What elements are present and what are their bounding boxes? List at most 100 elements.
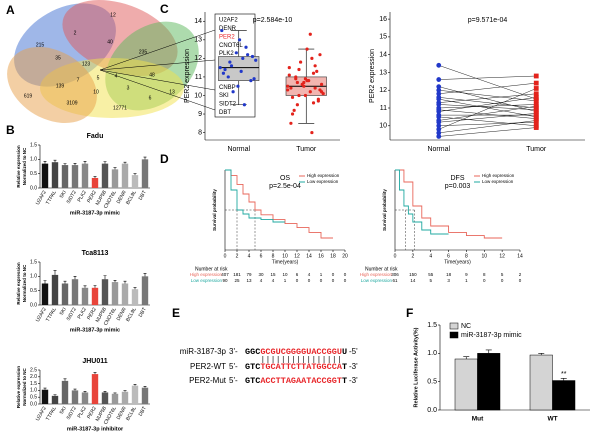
x-tick-label: 2 [411,253,414,259]
legend-label: High expression [307,173,340,178]
error-bar [133,383,137,386]
point [436,77,442,82]
risk-count: 1 [320,272,323,277]
bar [477,353,501,411]
gene-name: SIDT2 [219,102,237,108]
p-value: p=0.003 [445,183,471,190]
point [226,75,230,79]
point [308,90,312,94]
venn-count: 10 [93,89,99,95]
y-axis-label: Relative expression [16,262,21,305]
point [231,90,235,94]
y-tick-label: 1.0 [30,388,37,394]
point [311,101,316,105]
error-bar [53,159,57,163]
gene-name: U2AF2 [219,18,238,24]
point [297,67,301,72]
error-bar [123,161,127,164]
point [533,86,539,91]
venn-count: 2 [74,30,77,36]
survival-curve [395,169,503,239]
y-tick-label: 0.0 [427,407,437,414]
survival-curve [225,169,285,223]
error-bar [73,163,77,166]
point [313,86,317,90]
point [305,47,309,51]
error-bar [53,394,57,396]
y-tick-label: 13 [379,69,387,76]
point [237,38,242,42]
risk-count: 407 [221,272,229,277]
error-bar [538,353,545,356]
venn-count: 139 [56,83,65,89]
x-tick-label: BCL9L [125,405,138,421]
sequence-end: 5'- [229,362,238,371]
error-bar [123,280,127,284]
point [436,102,442,107]
error-bar [103,391,107,393]
x-tick-label: SKI [59,307,68,317]
risk-count: 0 [320,278,323,283]
sequence-part: GTC [245,362,260,372]
point [436,126,442,132]
risk-count: 5 [501,272,504,277]
y-tick-label: 0.0 [30,401,37,407]
x-tick-label: Mut [472,416,484,423]
x-tick-label: 18 [330,253,336,259]
point [228,60,232,64]
error-bar [63,163,67,166]
error-bar [83,391,87,393]
y-tick-label: 13 [194,37,202,44]
venn-count: 48 [149,72,155,78]
pair-line [438,113,537,123]
pair-line [438,75,537,80]
error-bar [143,386,147,388]
x-tick-label: 10 [482,253,488,259]
x-tick-label: 14 [306,253,312,259]
bar [71,390,79,404]
y-axis-label: PER2 expression [184,49,191,103]
point [252,77,256,81]
risk-row-name: High expression [360,272,393,277]
risk-count: 2 [519,272,522,277]
sequence-end: -3' [349,362,358,371]
risk-count: 9 [465,272,468,277]
point [290,95,295,99]
sequence-end: 5'- [229,376,238,385]
bar [101,163,109,188]
x-tick-label: Tumor [526,146,547,153]
risk-count: 1 [465,278,468,283]
x-tick-label: DBT [138,190,148,202]
risk-count: 0 [296,278,299,283]
point [229,64,234,68]
point [299,60,303,64]
risk-count: 4 [260,278,263,283]
point [310,56,314,60]
risk-count: 55 [428,272,434,277]
x-axis-label: miR-3187-3p inhibitor [67,426,124,432]
sequence-part: TGCATTCTTATGGCCA [260,362,343,372]
point [533,110,539,116]
risk-count: 6 [296,272,299,277]
point [533,73,539,79]
error-bar [73,388,77,391]
x-tick-label: 2 [236,253,239,259]
point [318,53,322,57]
point [310,130,314,135]
venn-count: 619 [24,93,33,99]
point [218,66,222,70]
y-tick-label: 2.5 [30,367,37,373]
venn-set [7,47,97,123]
error-bar [43,280,47,284]
bar [131,385,139,404]
bar [41,163,49,188]
x-tick-label: SKI [59,406,68,416]
pair-line [438,97,537,109]
sequence-end: -3' [349,376,358,385]
point [234,51,238,55]
pair-line [438,121,537,127]
x-tick-label: 12 [499,253,505,259]
x-tick-label: 6 [260,253,263,259]
legend-label: NC [461,323,471,330]
x-tick-label: BCL9L [125,306,138,322]
